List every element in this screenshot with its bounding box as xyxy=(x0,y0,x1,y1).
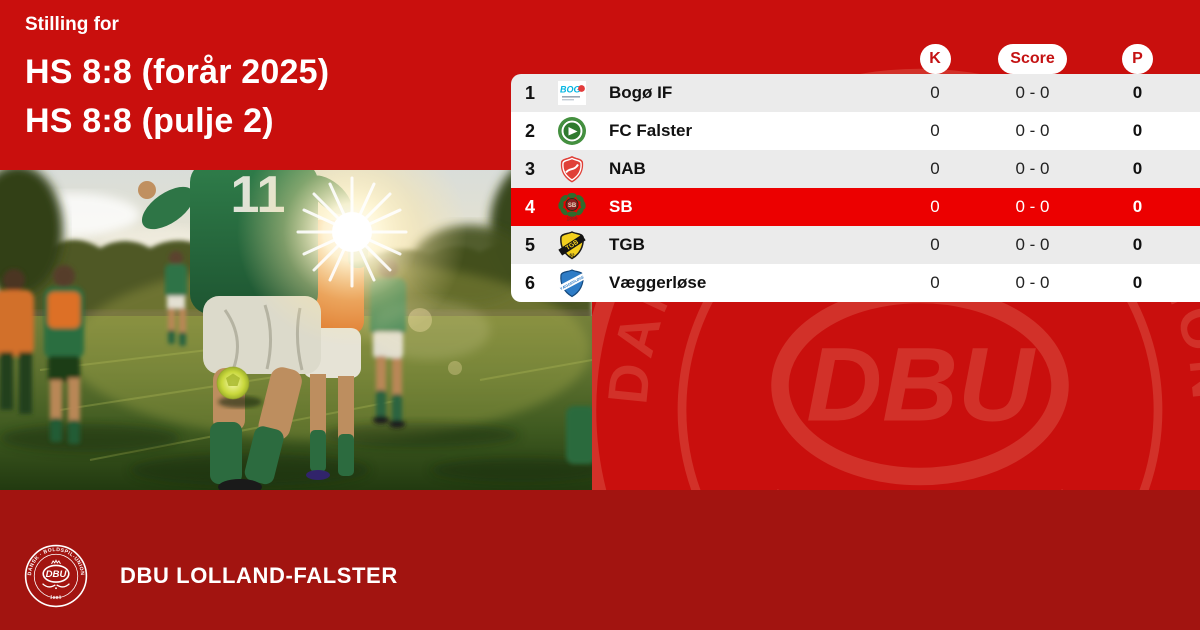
points-value: 0 xyxy=(1132,121,1143,140)
points-value: 0 xyxy=(1132,159,1143,178)
team-name: SB xyxy=(609,197,633,216)
matches-played-value: 0 xyxy=(930,197,940,216)
points-value: 0 xyxy=(1132,83,1143,102)
rank-number: 6 xyxy=(524,272,535,293)
sun-flare xyxy=(237,117,490,375)
score-value: 0 - 0 xyxy=(1015,197,1050,216)
points-value: 0 xyxy=(1132,273,1143,292)
matches-played-value: 0 xyxy=(930,121,940,140)
rank-number: 3 xyxy=(524,158,535,179)
rank-number: 5 xyxy=(524,234,535,255)
table-row: 1 Bogø IF 0 0 - 0 0 xyxy=(511,74,1200,112)
page-title-line-1: HS 8:8 (forår 2025) xyxy=(25,53,330,91)
matches-played-value: 0 xyxy=(930,83,940,102)
points-value: 0 xyxy=(1132,235,1143,254)
standings-table: K Score P 1 Bogø IF 0 0 - 0 0 2 FC Falst… xyxy=(511,44,1200,302)
score-value: 0 - 0 xyxy=(1015,121,1050,140)
organization-name: DBU LOLLAND-FALSTER xyxy=(120,563,398,588)
player-distant xyxy=(165,251,187,346)
club-crest-icon xyxy=(559,155,585,184)
player-left xyxy=(44,265,84,444)
table-row: 3 NAB 0 0 - 0 0 xyxy=(511,150,1200,188)
player-edge-right xyxy=(566,406,596,464)
score-value: 0 - 0 xyxy=(1015,235,1050,254)
team-name: FC Falster xyxy=(609,121,693,140)
table-header: K Score P xyxy=(511,44,1200,74)
team-name: Bogø IF xyxy=(609,83,673,102)
player-far-left xyxy=(0,269,34,414)
column-header-p: P xyxy=(1122,44,1153,74)
rank-number: 1 xyxy=(524,82,535,103)
team-name: NAB xyxy=(609,159,646,178)
score-value: 0 - 0 xyxy=(1015,159,1050,178)
rank-number: 4 xyxy=(524,196,535,217)
club-crest-icon xyxy=(558,81,586,105)
eyebrow-label: Stilling for xyxy=(25,14,119,35)
footer: DBU LOLLAND-FALSTER xyxy=(24,544,398,608)
table-body: 1 Bogø IF 0 0 - 0 0 2 FC Falster 0 0 - 0… xyxy=(511,74,1200,302)
title-block: Stilling for HS 8:8 (forår 2025) HS 8:8 … xyxy=(25,14,329,146)
matches-played-value: 0 xyxy=(930,159,940,178)
table-row: 6 Væggerløse 0 0 - 0 0 xyxy=(511,264,1200,302)
matches-played-value: 0 xyxy=(930,273,940,292)
points-value: 0 xyxy=(1132,197,1143,216)
table-row: 5 TGB 0 0 - 0 0 xyxy=(511,226,1200,264)
team-name: TGB xyxy=(609,235,645,254)
table-row: 2 FC Falster 0 0 - 0 0 xyxy=(511,112,1200,150)
score-value: 0 - 0 xyxy=(1015,273,1050,292)
club-crest-icon xyxy=(557,116,587,146)
matches-played-value: 0 xyxy=(930,235,940,254)
score-value: 0 - 0 xyxy=(1015,83,1050,102)
club-crest-icon xyxy=(557,269,587,298)
team-name: Væggerløse xyxy=(609,273,707,292)
rank-number: 2 xyxy=(524,120,535,141)
club-crest-icon xyxy=(557,192,587,222)
page-title-line-2: HS 8:8 (pulje 2) xyxy=(25,102,274,140)
column-header-k: K xyxy=(919,44,951,74)
football-scene: 11 xyxy=(0,117,630,495)
column-header-score: Score xyxy=(998,44,1067,74)
dbu-crest-icon xyxy=(24,544,88,608)
hero-photo: 11 xyxy=(0,117,630,495)
football-ball xyxy=(216,366,250,400)
table-row: 4 SB 0 0 - 0 0 xyxy=(511,188,1200,226)
club-crest-icon xyxy=(557,231,587,260)
